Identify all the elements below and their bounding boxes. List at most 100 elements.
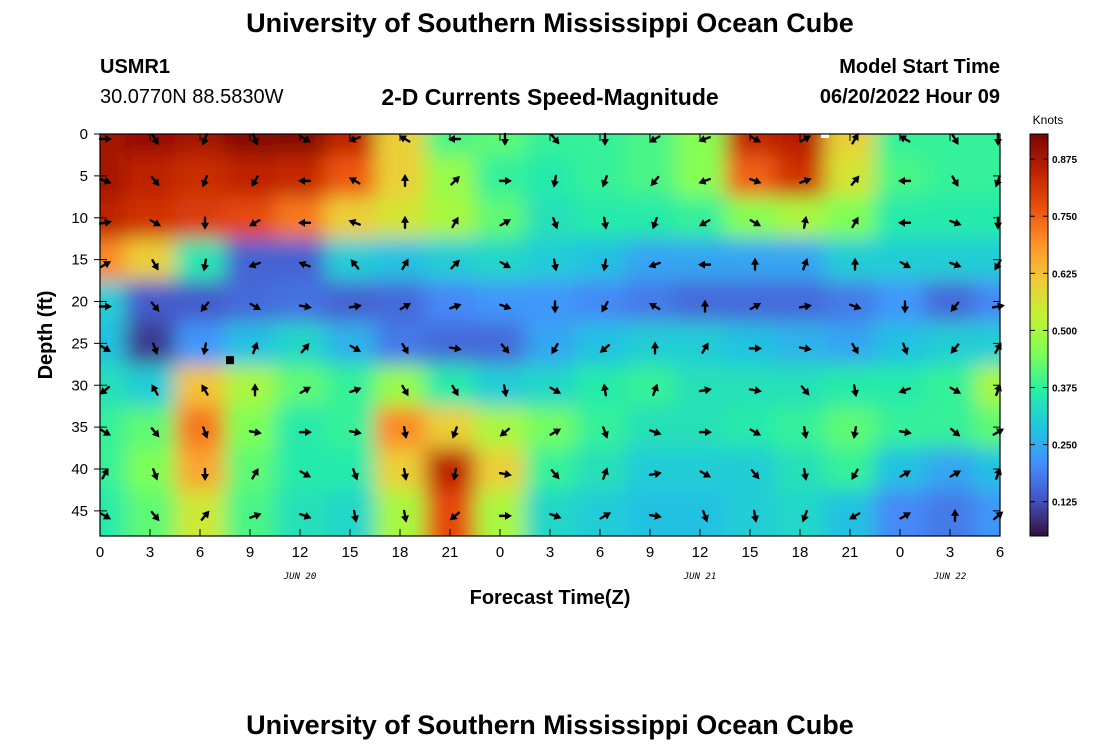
heat-cell	[925, 406, 976, 449]
heat-cell	[325, 280, 376, 323]
y-axis-label: Depth (ft)	[35, 291, 57, 380]
current-arrow	[748, 344, 762, 353]
current-arrow	[501, 132, 509, 146]
current-arrow	[850, 175, 860, 186]
current-arrow	[549, 428, 562, 436]
colorbar-title: Knots	[1033, 113, 1064, 127]
current-arrow	[201, 133, 209, 146]
current-arrow	[601, 258, 609, 272]
heat-cell	[975, 196, 1000, 240]
heat-cell	[175, 280, 226, 323]
heat-cell	[225, 489, 276, 536]
current-arrow	[749, 219, 762, 227]
heat-cell	[675, 238, 726, 282]
current-arrow	[991, 302, 1005, 311]
colorbar-tick-label: 0.250	[1052, 441, 1077, 452]
current-arrow	[401, 384, 409, 397]
heat-cell	[675, 280, 726, 323]
current-arrow	[749, 303, 762, 311]
station-coordinates: 30.0770N 88.5830W	[100, 86, 284, 108]
current-arrow	[698, 177, 711, 185]
current-arrow	[501, 384, 509, 398]
model-start-value: 06/20/2022 Hour 09	[819, 86, 1000, 108]
current-arrow	[201, 384, 209, 396]
heat-cell	[125, 364, 176, 407]
heat-cell	[775, 322, 826, 365]
heat-cell	[325, 364, 376, 407]
heat-cell	[825, 154, 876, 198]
heat-cell	[375, 134, 426, 156]
heat-cell	[875, 322, 926, 365]
current-arrow	[899, 470, 912, 478]
heat-cell	[975, 280, 1000, 323]
current-arrow	[151, 133, 159, 146]
current-arrow	[749, 177, 762, 185]
heat-cell	[475, 154, 526, 198]
current-arrow	[401, 215, 409, 229]
heat-cell	[125, 280, 176, 323]
x-tick-label: 0	[896, 544, 904, 561]
current-arrow	[951, 175, 959, 187]
current-arrow	[650, 175, 660, 187]
current-arrow	[949, 386, 962, 394]
heat-cell	[475, 196, 526, 240]
current-arrow	[98, 302, 112, 311]
current-arrow	[201, 426, 209, 439]
y-tick-label: 5	[80, 168, 88, 185]
current-arrow	[451, 467, 459, 481]
current-arrow	[349, 386, 362, 395]
heat-cell	[425, 154, 476, 198]
current-arrow	[201, 216, 209, 230]
current-arrow	[149, 219, 162, 227]
current-arrow	[248, 219, 261, 227]
current-arrow	[601, 132, 609, 146]
current-arrow	[101, 467, 109, 480]
y-tick-label: 40	[71, 461, 88, 478]
heat-cell	[525, 406, 576, 449]
current-arrow	[851, 426, 859, 440]
heat-cell	[175, 322, 226, 365]
current-arrow	[150, 510, 160, 522]
heat-cell	[825, 489, 876, 536]
current-arrow	[798, 302, 812, 311]
heat-cell	[275, 364, 326, 407]
heat-cell	[825, 238, 876, 282]
chart-title: University of Southern Mississippi Ocean…	[246, 8, 854, 38]
current-arrow	[201, 174, 209, 188]
heat-cell	[125, 322, 176, 365]
heat-cell	[775, 280, 826, 323]
current-arrow	[549, 512, 562, 520]
heat-cell	[325, 489, 376, 536]
current-arrow	[298, 218, 312, 227]
model-start-label: Model Start Time	[839, 56, 1000, 78]
heat-cell	[975, 238, 1000, 282]
current-arrow	[949, 427, 961, 437]
heat-cell	[625, 154, 676, 198]
heat-cell	[425, 489, 476, 536]
current-arrow	[498, 176, 512, 185]
current-arrow	[150, 301, 160, 312]
current-arrow	[449, 511, 461, 521]
heat-cell	[775, 238, 826, 282]
heat-cell	[275, 196, 326, 240]
current-arrow	[899, 260, 912, 269]
current-arrow	[601, 467, 609, 480]
current-arrow	[401, 509, 409, 523]
x-tick-label: 0	[496, 544, 504, 561]
current-arrow	[748, 386, 762, 395]
current-arrow	[801, 467, 809, 481]
current-arrow	[201, 342, 209, 356]
current-arrow	[848, 512, 861, 520]
date-label: JUN 22	[933, 572, 967, 582]
heat-cell	[825, 134, 876, 156]
current-arrow	[450, 259, 460, 270]
current-arrow	[99, 344, 112, 352]
current-arrow	[799, 135, 812, 143]
current-arrow	[248, 260, 261, 269]
heat-cell	[375, 238, 426, 282]
heat-cell	[425, 238, 476, 282]
current-arrow	[299, 470, 312, 478]
current-arrow	[798, 344, 812, 353]
current-arrow	[200, 510, 210, 521]
current-arrow	[648, 303, 661, 311]
